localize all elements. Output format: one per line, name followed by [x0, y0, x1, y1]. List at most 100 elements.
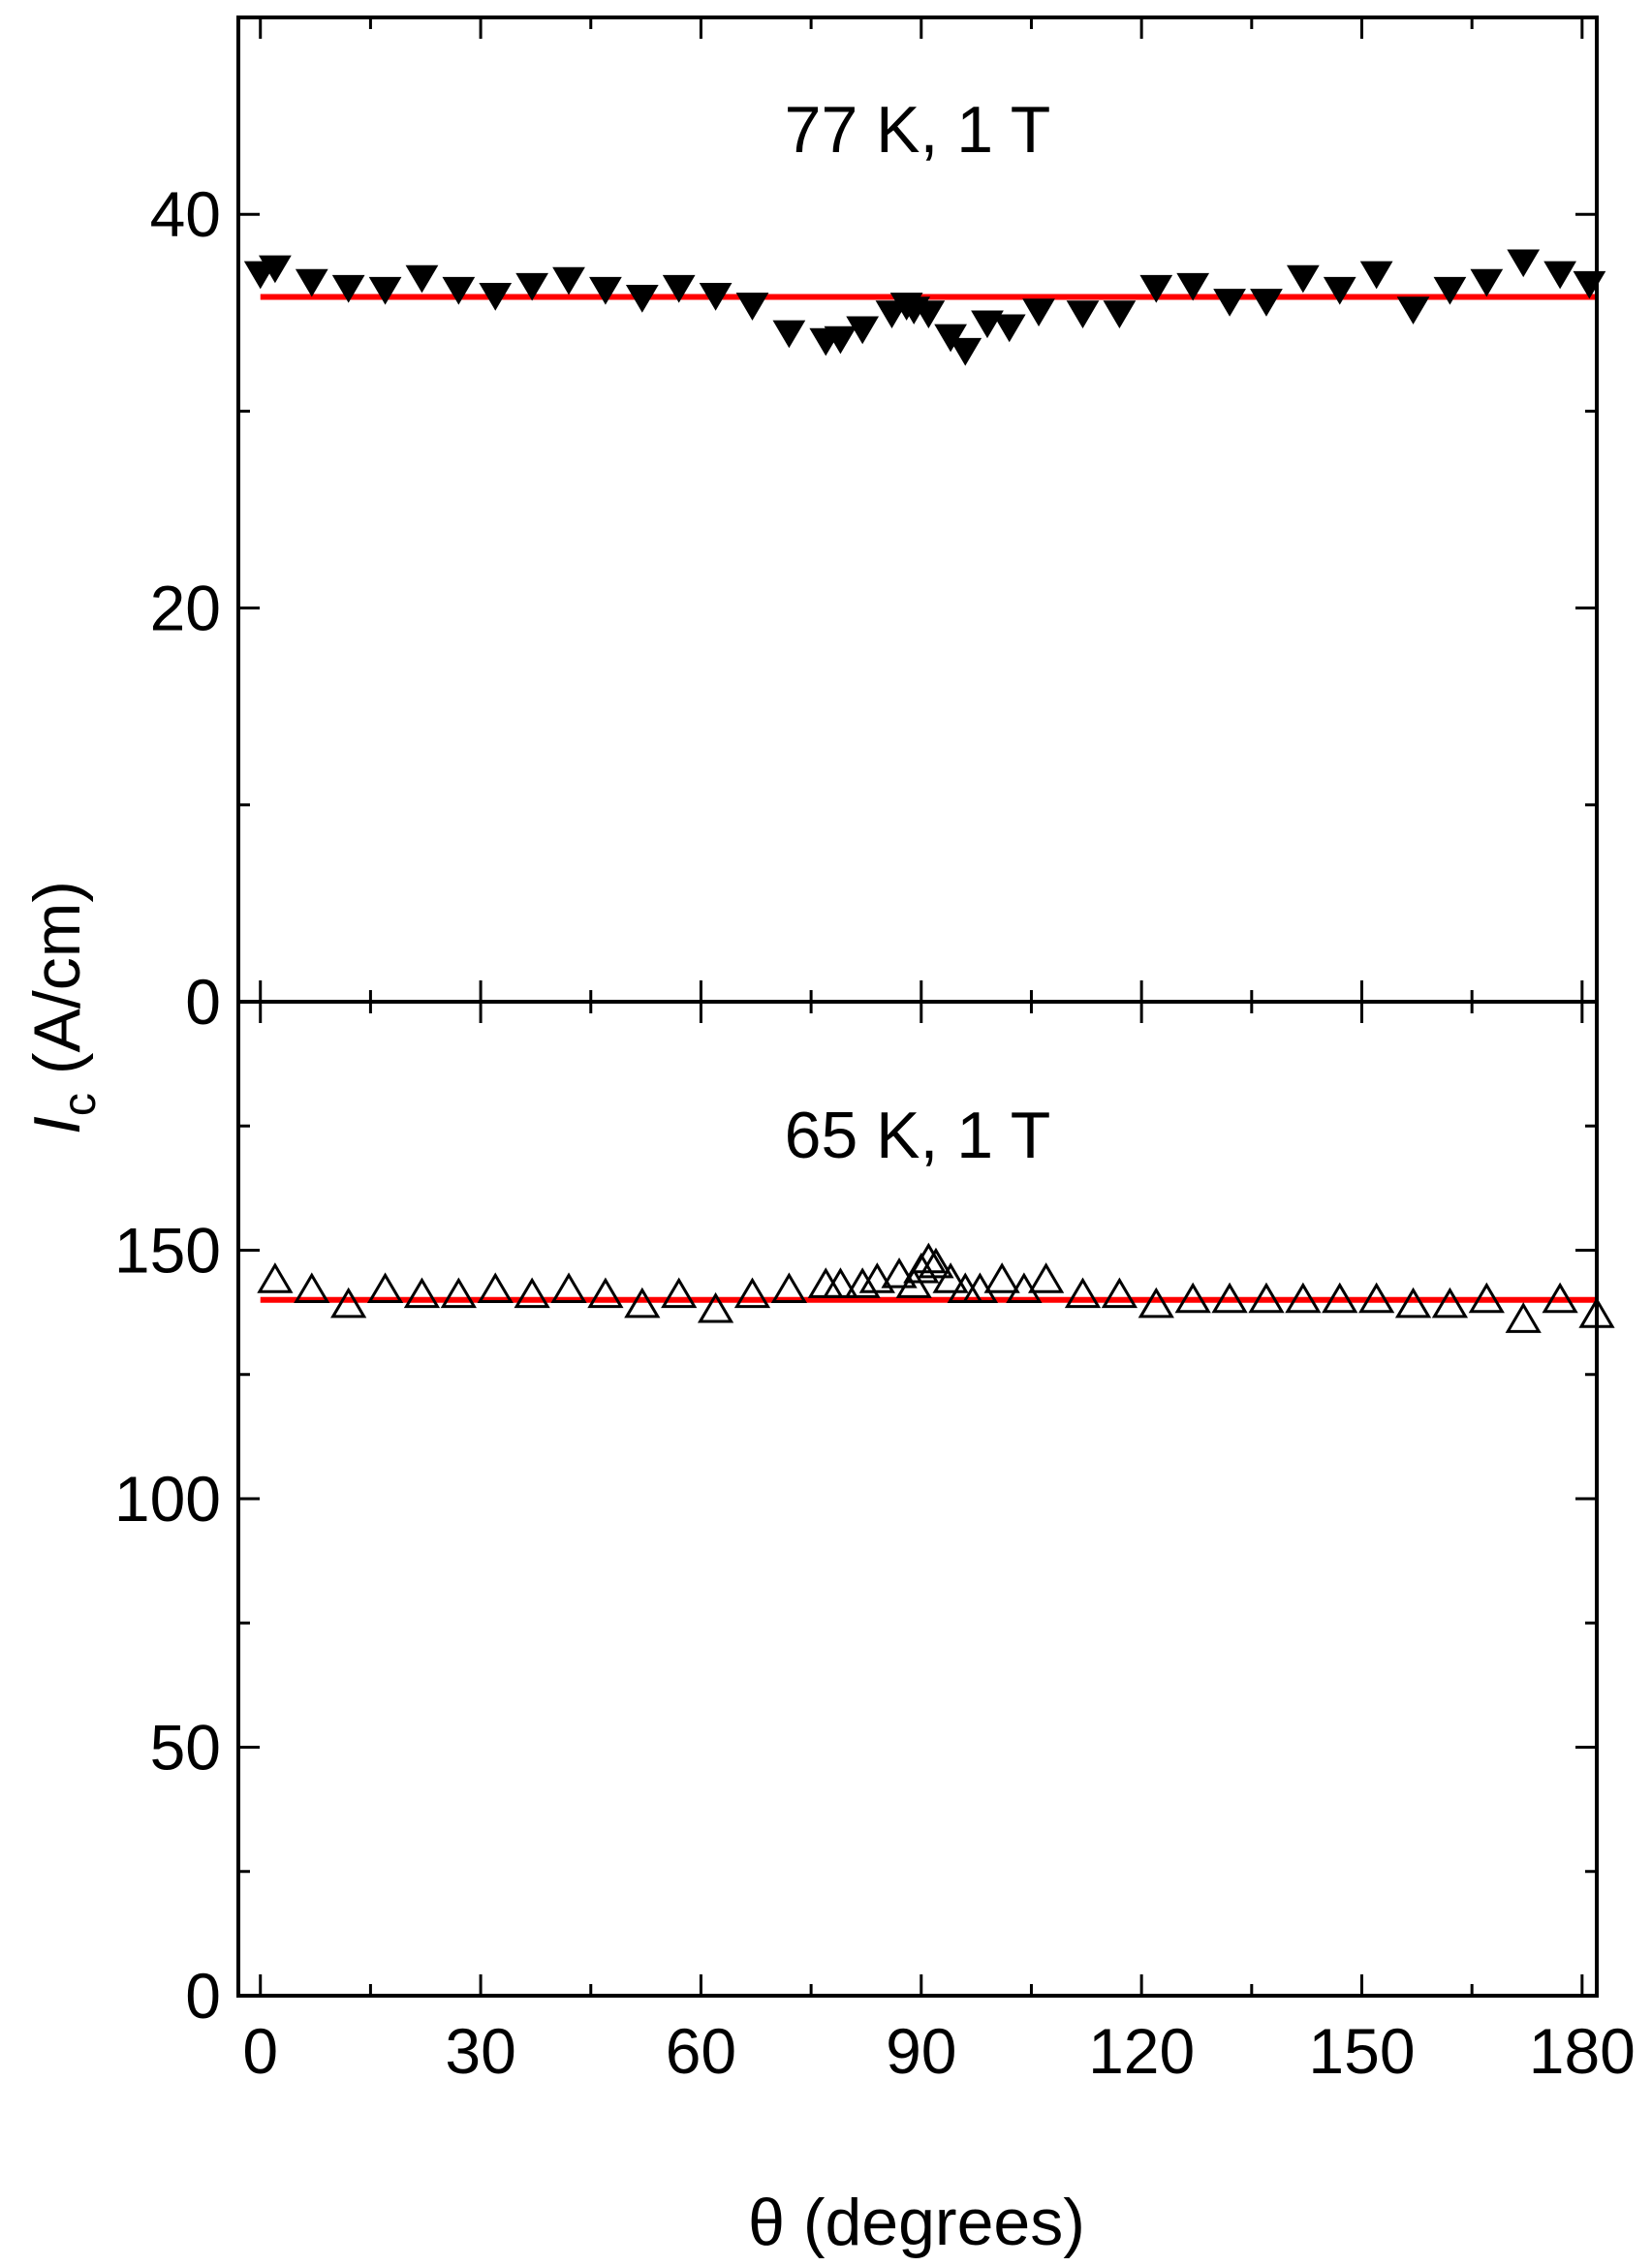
data-point-65K	[1431, 1287, 1469, 1319]
x-axis-title: θ (degrees)	[748, 2186, 1085, 2259]
data-point-65K	[881, 1257, 918, 1288]
data-point-65K	[1468, 1282, 1505, 1314]
data-point-65K	[932, 1262, 969, 1293]
data-point-65K	[1174, 1282, 1211, 1314]
data-point-65K	[440, 1277, 477, 1309]
data-point-77K	[1213, 289, 1246, 317]
data-point-65K	[895, 1267, 932, 1298]
data-point-77K	[515, 272, 549, 301]
x-tick-labels: 0 30 60 90 120 150 180	[242, 2015, 1636, 2087]
x-tick-label: 90	[886, 2015, 956, 2087]
data-point-77K	[772, 320, 806, 349]
data-point-77K	[735, 293, 769, 321]
y-tick-label: 50	[150, 1712, 221, 1784]
data-point-65K	[1027, 1262, 1065, 1293]
data-point-77K	[442, 276, 476, 305]
x-tick-label: 180	[1529, 2015, 1636, 2087]
data-point-77K	[1543, 261, 1576, 290]
data-point-77K	[992, 314, 1026, 343]
x-tick-label: 120	[1088, 2015, 1195, 2087]
y-tick-label: 100	[114, 1463, 221, 1535]
data-point-65K	[733, 1277, 771, 1309]
y-axis-title: Ic (A/cm)	[20, 881, 106, 1134]
data-point-65K	[822, 1267, 859, 1298]
data-point-65K	[661, 1277, 698, 1309]
y-tick-label: 20	[150, 573, 221, 644]
bottom-data-series	[257, 1242, 1615, 1333]
data-point-77K	[552, 266, 585, 295]
y-axis-title-symbol: I	[20, 1116, 94, 1134]
panel-top: 77 K, 1 T 0 20 40	[150, 17, 1606, 1038]
data-point-77K	[405, 264, 439, 294]
top-data-series	[243, 249, 1606, 366]
data-point-77K	[259, 255, 292, 284]
bottom-panel-frame	[236, 1000, 1599, 1998]
data-point-77K	[1286, 264, 1320, 294]
data-point-77K	[662, 274, 696, 303]
data-point-77K	[625, 285, 659, 313]
data-point-65K	[403, 1277, 441, 1309]
data-point-65K	[1322, 1282, 1358, 1314]
data-point-65K	[1394, 1287, 1432, 1319]
data-point-77K	[1433, 276, 1467, 305]
data-point-65K	[1542, 1282, 1578, 1314]
top-panel-annotation: 77 K, 1 T	[785, 93, 1051, 167]
data-point-65K	[624, 1287, 661, 1319]
data-point-77K	[295, 268, 328, 297]
data-point-77K	[1396, 296, 1430, 325]
data-point-77K	[368, 276, 402, 305]
data-point-65K	[366, 1272, 404, 1304]
x-tick-label: 30	[445, 2015, 515, 2087]
data-point-77K	[846, 316, 880, 345]
data-point-77K	[479, 283, 513, 311]
data-point-65K	[1101, 1277, 1138, 1309]
data-point-65K	[1505, 1302, 1542, 1333]
data-point-65K	[1211, 1282, 1248, 1314]
data-point-77K	[912, 300, 946, 328]
x-tick-label: 0	[242, 2015, 278, 2087]
data-point-65K	[858, 1262, 895, 1293]
data-point-65K	[330, 1287, 367, 1319]
x-tick-label: 150	[1308, 2015, 1415, 2087]
bottom-panel-annotation: 65 K, 1 T	[785, 1099, 1051, 1172]
data-point-65K	[257, 1262, 294, 1293]
y-axis-title-subscript: c	[54, 1093, 106, 1116]
data-point-77K	[1022, 298, 1055, 326]
data-point-77K	[1139, 274, 1173, 303]
data-point-65K	[550, 1272, 587, 1304]
data-point-65K	[1358, 1282, 1395, 1314]
data-point-77K	[699, 283, 732, 311]
data-point-65K	[587, 1277, 624, 1309]
data-point-77K	[949, 337, 982, 366]
data-point-65K	[1064, 1277, 1102, 1309]
data-point-77K	[1359, 261, 1393, 290]
y-tick-label: 150	[114, 1215, 221, 1287]
data-point-77K	[1176, 272, 1210, 301]
data-point-77K	[589, 276, 622, 305]
data-point-65K	[844, 1267, 881, 1298]
top-y-tick-labels: 0 20 40	[150, 178, 221, 1038]
y-tick-label: 0	[185, 1960, 221, 2032]
panel-frames	[236, 16, 1599, 1998]
data-point-77K	[824, 326, 857, 355]
data-point-77K	[331, 274, 365, 303]
data-point-65K	[918, 1247, 954, 1279]
data-point-65K	[770, 1272, 808, 1304]
data-point-77K	[1066, 300, 1100, 328]
data-point-65K	[983, 1262, 1020, 1293]
data-point-65K	[697, 1291, 734, 1323]
data-point-77K	[1507, 249, 1541, 278]
data-point-65K	[514, 1277, 550, 1309]
y-tick-label: 40	[150, 178, 221, 250]
data-point-77K	[1103, 300, 1137, 328]
y-axis-title-unit: (A/cm)	[20, 881, 94, 1093]
data-point-65K	[294, 1272, 330, 1304]
data-point-65K	[477, 1272, 514, 1304]
panel-bottom: 65 K, 1 T 0 50 100 150	[114, 1002, 1615, 2033]
data-point-77K	[934, 324, 967, 353]
bottom-y-tick-labels: 0 50 100 150	[114, 1215, 221, 2033]
data-point-77K	[1323, 276, 1356, 305]
data-point-65K	[1285, 1282, 1322, 1314]
